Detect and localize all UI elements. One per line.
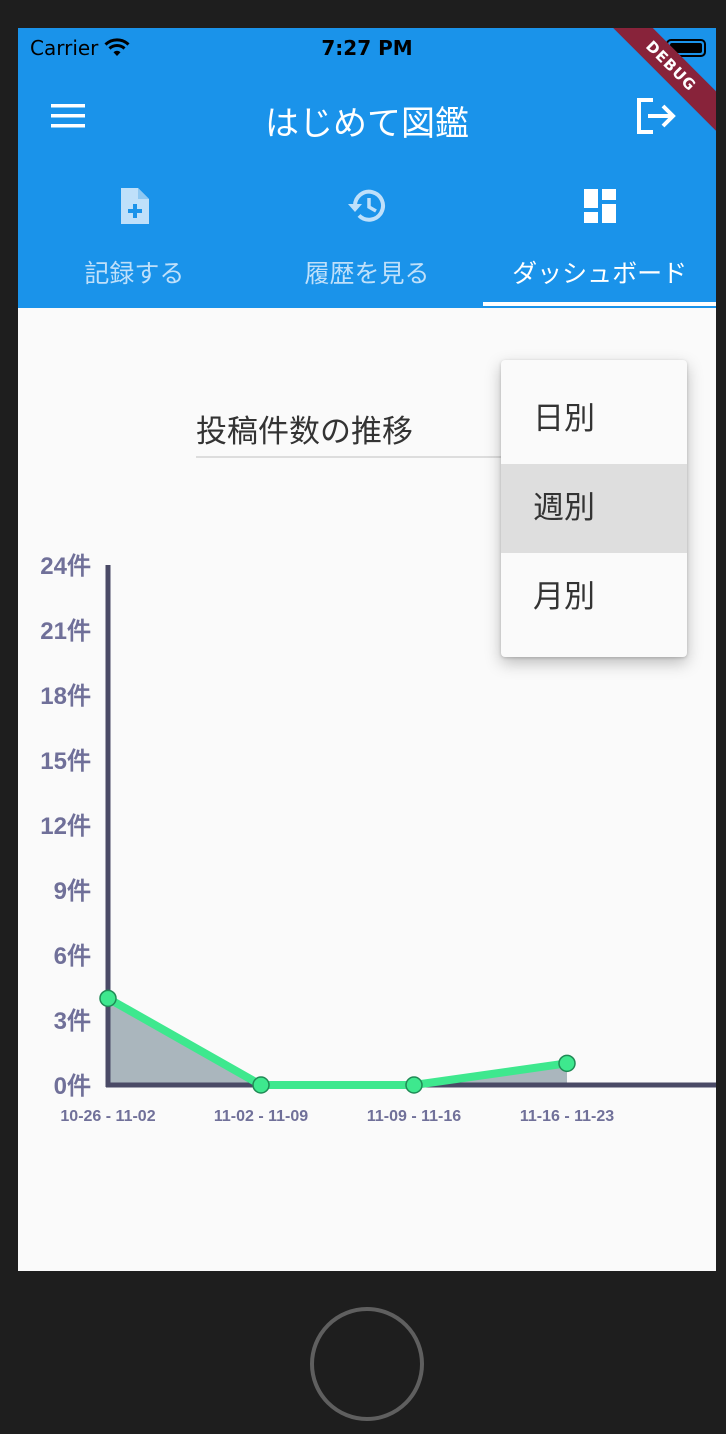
y-tick-label: 12件 [40,813,91,840]
y-tick-label: 21件 [40,618,91,645]
debug-banner-label: DEBUG [606,28,716,137]
y-tick-label: 6件 [54,943,91,970]
y-tick-label: 0件 [54,1073,91,1100]
x-tick-label: 11-09 - 11-16 [367,1108,461,1125]
app-title: はじめて図鑑 [265,104,469,144]
app-screen: Carrier 7:27 PM はじめて図鑑 [18,28,716,1271]
data-point [405,1076,423,1094]
history-icon [348,189,385,222]
x-tick-label: 11-02 - 11-09 [214,1108,308,1125]
tab-history[interactable]: 履歴を見る [251,178,484,308]
logout-icon [637,98,676,134]
data-point [558,1054,576,1073]
hamburger-icon [51,104,85,128]
tab-record-label: 記録する [84,259,185,288]
carrier-label: Carrier [30,36,99,60]
home-button[interactable] [310,1307,424,1421]
period-menu: 日別 週別 月別 [501,360,687,657]
note-add-icon [121,188,150,224]
x-tick-label: 11-16 - 11-23 [520,1108,614,1125]
y-tick-label: 3件 [54,1008,91,1035]
menu-item-monthly[interactable]: 月別 [533,579,595,615]
chart-type-value: 投稿件数の推移 [196,414,413,450]
y-tick-label: 9件 [54,878,91,905]
chart-type-dropdown[interactable]: 投稿件数の推移 [196,402,526,458]
series-line [104,994,571,1089]
toolbar: はじめて図鑑 [18,84,716,148]
dashboard-icon [583,189,616,223]
logout-button[interactable] [634,94,680,138]
menu-item-weekly[interactable]: 週別 [501,464,687,553]
data-point [252,1076,270,1094]
tab-dashboard-label: ダッシュボード [512,259,688,288]
menu-item-daily[interactable]: 日別 [533,401,595,437]
status-time: 7:27 PM [321,36,413,60]
carrier: Carrier [30,36,130,60]
data-point [99,989,117,1008]
tab-bar: 記録する 履歴を見る ダッシュボード [18,178,716,308]
y-tick-label: 15件 [40,748,91,775]
menu-button[interactable] [48,98,88,134]
app-bar: Carrier 7:27 PM はじめて図鑑 [18,28,716,308]
tab-history-label: 履歴を見る [304,259,430,288]
debug-banner: DEBUG [606,28,716,138]
tab-dashboard[interactable]: ダッシュボード [483,178,716,308]
x-tick-label: 10-26 - 11-02 [60,1108,155,1125]
wifi-icon [104,38,130,56]
posts-trend-chart: 0件 3件 6件 9件 12件 15件 18件 21件 24件 10-26 - 11-02 11-0… [40,553,716,1125]
y-tick-label: 24件 [40,553,91,580]
y-tick-label: 18件 [40,683,91,710]
tab-record[interactable]: 記録する [18,178,251,308]
